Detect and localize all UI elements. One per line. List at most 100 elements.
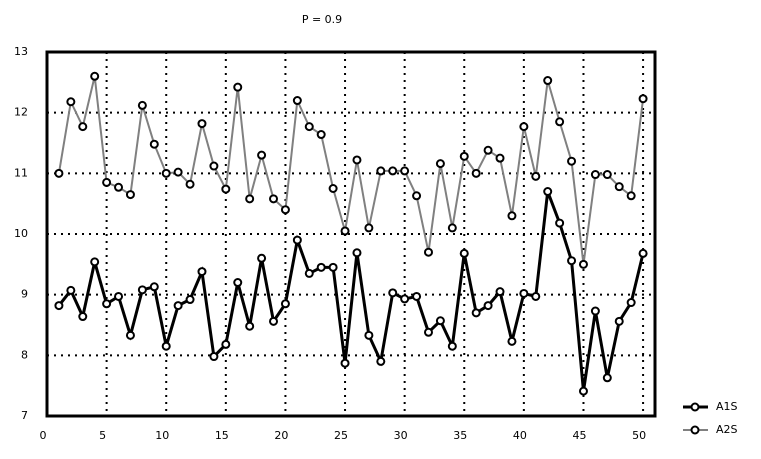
point: [125, 190, 135, 200]
point: [483, 145, 493, 155]
point: [507, 211, 517, 221]
point: [626, 191, 636, 201]
x-tick-label: 20: [274, 429, 288, 442]
point: [614, 316, 624, 326]
point: [435, 316, 445, 326]
series-line: [57, 76, 645, 265]
point: [304, 122, 314, 132]
legend-marker: [690, 402, 700, 412]
x-tick-label: 15: [215, 429, 229, 442]
y-tick-label: 7: [21, 409, 28, 422]
x-tick-label: 0: [40, 429, 47, 442]
point: [78, 312, 88, 322]
point: [173, 167, 183, 177]
point: [269, 194, 279, 204]
point: [137, 100, 147, 110]
x-tick-label: 40: [513, 429, 527, 442]
point: [328, 262, 338, 272]
y-tick-label: 11: [14, 166, 28, 179]
point: [543, 76, 553, 86]
point: [567, 156, 577, 166]
point: [102, 299, 112, 309]
point: [280, 299, 290, 309]
x-tick-label: 50: [632, 429, 646, 442]
legend-marker: [690, 425, 700, 435]
point: [507, 336, 517, 346]
plot-frame: [45, 50, 657, 418]
point: [459, 248, 469, 258]
point: [292, 235, 302, 245]
point: [400, 166, 410, 176]
point: [149, 139, 159, 149]
point: [638, 94, 648, 104]
point: [221, 339, 231, 349]
point: [233, 278, 243, 288]
point: [567, 256, 577, 266]
point: [269, 316, 279, 326]
point: [531, 171, 541, 181]
point: [209, 161, 219, 171]
point: [555, 117, 565, 127]
point: [614, 182, 624, 192]
point: [54, 168, 64, 178]
point: [578, 259, 588, 269]
point: [221, 184, 231, 194]
point: [471, 308, 481, 318]
point: [233, 82, 243, 92]
point: [531, 291, 541, 301]
legend-label: A1S: [716, 400, 738, 413]
point: [316, 262, 326, 272]
point: [388, 166, 398, 176]
point: [257, 150, 267, 160]
point: [555, 218, 565, 228]
point: [364, 223, 374, 233]
point: [66, 285, 76, 295]
point: [423, 327, 433, 337]
point: [245, 321, 255, 331]
point: [54, 301, 64, 311]
point: [388, 288, 398, 298]
point: [316, 130, 326, 140]
point: [447, 223, 457, 233]
point: [197, 267, 207, 277]
point: [412, 191, 422, 201]
x-tick-label: 10: [155, 429, 169, 442]
point: [280, 205, 290, 215]
point: [459, 151, 469, 161]
point: [578, 386, 588, 396]
point: [602, 170, 612, 180]
point: [78, 122, 88, 132]
point: [114, 291, 124, 301]
point: [185, 179, 195, 189]
series-line: [57, 191, 645, 392]
x-tick-label: 45: [572, 429, 586, 442]
point: [257, 253, 267, 263]
point: [400, 294, 410, 304]
point: [352, 155, 362, 165]
point: [364, 330, 374, 340]
point: [483, 301, 493, 311]
point: [161, 168, 171, 178]
point: [245, 194, 255, 204]
point: [292, 96, 302, 106]
legend-label: A2S: [716, 423, 738, 436]
point: [423, 247, 433, 257]
point: [543, 187, 553, 197]
y-tick-label: 9: [21, 288, 28, 301]
point: [161, 341, 171, 351]
point: [519, 288, 529, 298]
y-tick-label: 8: [21, 348, 28, 361]
point: [495, 153, 505, 163]
point: [185, 295, 195, 305]
point: [590, 306, 600, 316]
y-tick-label: 10: [14, 227, 28, 240]
point: [376, 356, 386, 366]
point: [197, 119, 207, 129]
y-tick-label: 13: [14, 45, 28, 58]
point: [90, 71, 100, 81]
point: [102, 177, 112, 187]
point: [519, 122, 529, 132]
point: [173, 301, 183, 311]
x-tick-label: 35: [453, 429, 467, 442]
